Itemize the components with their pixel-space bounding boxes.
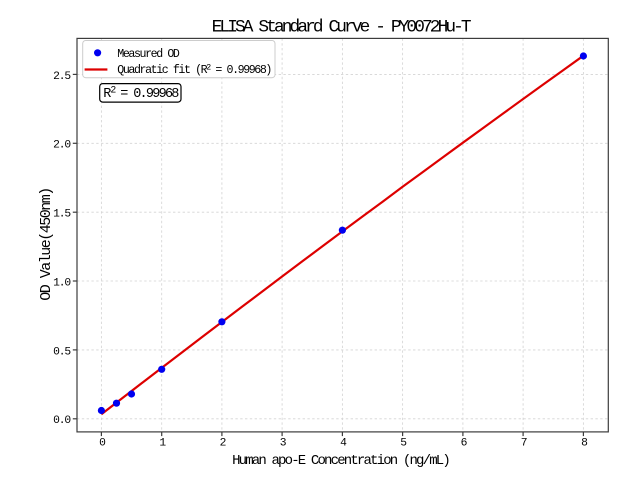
svg-text:Measured OD: Measured OD xyxy=(117,48,180,61)
svg-text:7: 7 xyxy=(521,438,527,450)
svg-text:2.5: 2.5 xyxy=(53,71,71,83)
svg-text:0.99968: 0.99968 xyxy=(133,87,179,102)
svg-text:=: = xyxy=(120,87,128,102)
svg-text:0.0: 0.0 xyxy=(53,415,71,427)
svg-text:4: 4 xyxy=(340,438,347,450)
svg-text:6: 6 xyxy=(461,438,468,450)
svg-text:Human apo-E Concentration (ng/: Human apo-E Concentration (ng/mL) xyxy=(232,453,449,469)
svg-text:0.5: 0.5 xyxy=(53,346,71,358)
svg-text:5: 5 xyxy=(400,438,407,450)
svg-text:0: 0 xyxy=(99,438,106,450)
svg-text:ELISA Standard Curve - PY0072H: ELISA Standard Curve - PY0072Hu-T xyxy=(212,17,471,37)
svg-text:Quadratic fit (R2 = 0.99968): Quadratic fit (R2 = 0.99968) xyxy=(117,63,271,77)
svg-text:3: 3 xyxy=(280,438,287,450)
svg-text:1.0: 1.0 xyxy=(53,277,71,289)
svg-text:2: 2 xyxy=(220,438,226,450)
svg-text:1: 1 xyxy=(159,438,166,450)
svg-text:2.0: 2.0 xyxy=(53,140,71,152)
svg-text:OD Value(450nm): OD Value(450nm) xyxy=(38,188,55,301)
svg-text:8: 8 xyxy=(581,438,588,450)
svg-text:1.5: 1.5 xyxy=(53,209,71,221)
